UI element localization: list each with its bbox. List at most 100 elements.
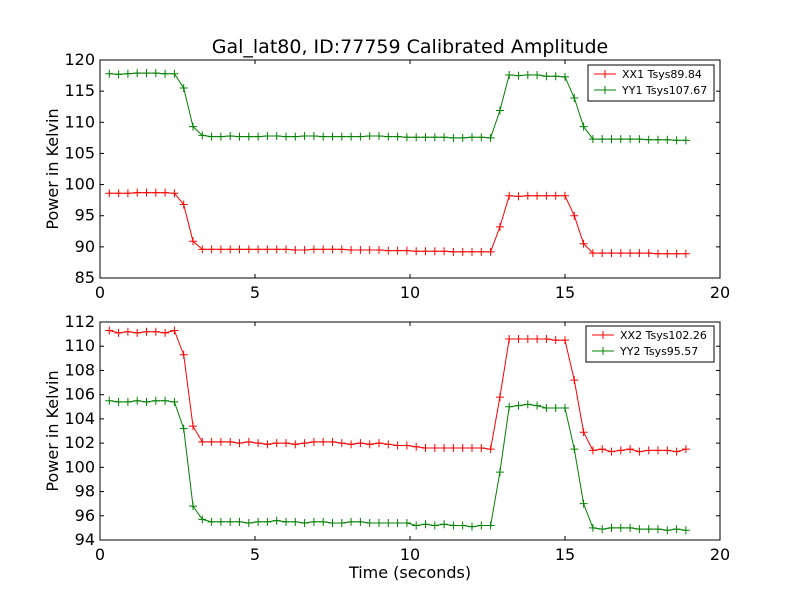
data-point bbox=[430, 133, 439, 142]
data-point bbox=[486, 445, 495, 454]
data-point bbox=[458, 133, 467, 142]
data-point bbox=[579, 239, 588, 248]
y-tick-label: 115 bbox=[64, 81, 95, 100]
data-point bbox=[161, 69, 170, 78]
data-point bbox=[328, 437, 337, 446]
data-point bbox=[216, 437, 225, 446]
data-point bbox=[570, 445, 579, 454]
legend-marker-1 bbox=[601, 70, 609, 78]
data-point bbox=[291, 440, 300, 449]
y-tick-label: 106 bbox=[64, 385, 95, 404]
data-point bbox=[468, 522, 476, 531]
data-point bbox=[384, 519, 393, 528]
data-point bbox=[468, 443, 476, 452]
data-point bbox=[644, 135, 653, 144]
data-point bbox=[421, 520, 430, 529]
data-point bbox=[393, 441, 402, 450]
data-point bbox=[588, 135, 597, 144]
data-point bbox=[226, 131, 235, 140]
y-tick-label: 85 bbox=[75, 268, 95, 287]
data-point bbox=[309, 517, 318, 526]
data-point bbox=[291, 517, 300, 526]
plot-frame bbox=[99, 321, 721, 541]
data-point bbox=[598, 445, 607, 454]
data-point bbox=[616, 523, 625, 532]
data-point bbox=[681, 249, 690, 258]
data-point bbox=[300, 245, 309, 254]
legend-label-2: YY2 Tsys95.57 bbox=[619, 345, 698, 358]
data-point bbox=[282, 439, 290, 448]
data-point bbox=[189, 502, 197, 511]
data-point bbox=[189, 422, 197, 431]
data-point bbox=[449, 443, 458, 452]
data-point bbox=[458, 247, 467, 256]
data-point bbox=[179, 84, 188, 93]
data-point bbox=[561, 72, 569, 81]
data-point bbox=[579, 122, 588, 131]
data-point bbox=[300, 131, 309, 140]
y-tick-label: 110 bbox=[64, 336, 95, 355]
data-point bbox=[198, 131, 207, 140]
data-point bbox=[663, 135, 672, 144]
data-point bbox=[291, 245, 300, 254]
data-point bbox=[644, 446, 653, 455]
data-point bbox=[495, 468, 504, 477]
data-point bbox=[561, 191, 569, 200]
data-point bbox=[226, 517, 235, 526]
data-point bbox=[244, 132, 253, 141]
data-point bbox=[207, 132, 216, 141]
data-point bbox=[598, 135, 607, 144]
data-point bbox=[356, 517, 365, 526]
data-point bbox=[133, 396, 142, 405]
data-point bbox=[616, 446, 625, 455]
data-point bbox=[402, 133, 411, 142]
data-point bbox=[551, 336, 560, 345]
data-point bbox=[477, 443, 486, 452]
data-point bbox=[654, 525, 662, 534]
y-tick-label: 94 bbox=[75, 530, 95, 549]
legend-marker-2 bbox=[599, 347, 607, 355]
data-point bbox=[142, 188, 151, 197]
data-point bbox=[170, 326, 179, 335]
data-point bbox=[365, 245, 374, 254]
data-point bbox=[430, 443, 439, 452]
bottom-plot: 0 5 10 15 20 94 96 98 100 102 104 106 108 110 112 Power… bbox=[43, 312, 730, 582]
data-point bbox=[216, 517, 225, 526]
data-point bbox=[309, 131, 318, 140]
data-point bbox=[654, 446, 662, 455]
legend-marker-2 bbox=[601, 86, 609, 94]
data-point bbox=[328, 132, 337, 141]
data-point bbox=[495, 393, 504, 402]
data-point bbox=[542, 72, 551, 81]
data-point bbox=[375, 131, 383, 140]
data-point bbox=[189, 122, 197, 131]
data-point bbox=[449, 247, 458, 256]
data-point bbox=[542, 334, 551, 343]
data-point bbox=[402, 246, 411, 255]
data-point bbox=[337, 132, 346, 141]
data-point bbox=[161, 328, 170, 337]
data-point bbox=[440, 247, 449, 256]
y-axis-label: Power in Kelvin bbox=[43, 108, 62, 229]
data-point bbox=[616, 135, 625, 144]
y-tick-label: 90 bbox=[75, 237, 95, 256]
x-tick-label: 20 bbox=[710, 283, 730, 302]
data-point bbox=[402, 519, 411, 528]
data-point bbox=[347, 440, 356, 449]
data-point bbox=[123, 69, 132, 78]
data-point bbox=[105, 69, 114, 78]
data-point bbox=[161, 188, 170, 197]
x-tick-label: 15 bbox=[555, 283, 575, 302]
data-point bbox=[337, 245, 346, 254]
data-point bbox=[319, 245, 328, 254]
data-point bbox=[114, 189, 123, 198]
data-point bbox=[458, 443, 467, 452]
y-tick-label: 102 bbox=[64, 433, 95, 452]
data-point bbox=[616, 249, 625, 258]
data-point bbox=[291, 132, 300, 141]
x-axis-label: Time (seconds) bbox=[348, 563, 471, 582]
data-point bbox=[170, 69, 179, 78]
data-point bbox=[644, 249, 653, 258]
data-point bbox=[142, 397, 151, 406]
